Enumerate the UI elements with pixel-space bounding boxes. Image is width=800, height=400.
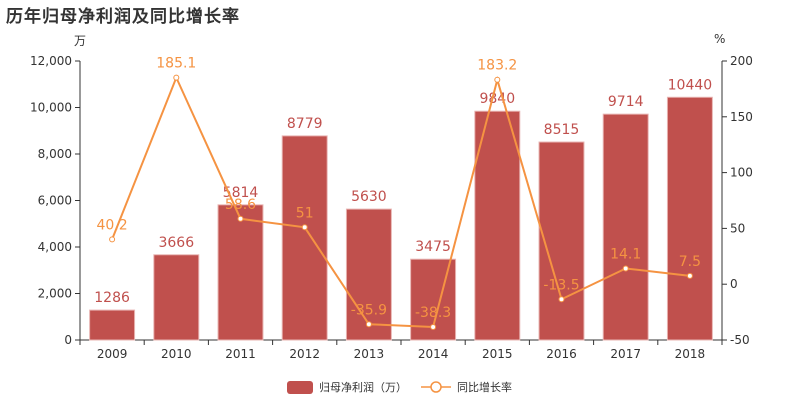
bar [602, 113, 649, 341]
growth-point [109, 236, 116, 243]
bar-value-label: 3666 [158, 235, 194, 251]
left-tick-label: 10,000 [30, 101, 72, 115]
legend: 归母净利润（万） 同比增长率 [287, 379, 512, 395]
legend-bar-label[interactable]: 归母净利润（万） [319, 381, 407, 394]
growth-point [686, 272, 693, 279]
bar-value-label: 9840 [479, 91, 515, 107]
growth-point [237, 215, 244, 222]
growth-value-label: 183.2 [477, 58, 517, 74]
bar-value-label: 5814 [223, 185, 259, 201]
left-axis-unit: 万 [74, 34, 87, 48]
growth-point [494, 76, 501, 83]
growth-value-label: 185.1 [156, 56, 196, 72]
right-tick-label: 200 [730, 54, 753, 68]
left-tick-label: 12,000 [30, 54, 72, 68]
growth-value-label: 7.5 [679, 254, 701, 270]
legend-bar-swatch[interactable] [287, 380, 313, 394]
bar-value-label: 3475 [415, 239, 451, 255]
bar [538, 141, 585, 341]
bar-value-label: 8515 [544, 122, 580, 138]
growth-value-label: 14.1 [610, 246, 641, 262]
bar-value-label: 9714 [608, 94, 644, 110]
growth-value-label: -35.9 [351, 302, 387, 318]
growth-value-label: 51 [296, 205, 314, 221]
x-tick-label: 2009 [97, 347, 128, 361]
left-tick-label: 2,000 [38, 287, 72, 301]
growth-value-label: -13.5 [543, 277, 579, 293]
right-tick-label: 150 [730, 110, 753, 124]
x-tick-label: 2011 [225, 347, 256, 361]
bar [345, 208, 392, 341]
x-tick-label: 2012 [289, 347, 320, 361]
x-tick-label: 2017 [610, 347, 641, 361]
x-tick-label: 2010 [161, 347, 192, 361]
growth-point [430, 323, 437, 330]
bar-value-label: 1286 [94, 290, 130, 306]
legend-line-icon[interactable] [421, 380, 451, 394]
x-tick-label: 2016 [546, 347, 577, 361]
x-tick-label: 2015 [482, 347, 513, 361]
bar [153, 254, 200, 341]
left-tick-label: 8,000 [38, 147, 72, 161]
growth-point [365, 321, 372, 328]
right-tick-label: 100 [730, 166, 753, 180]
left-tick-label: 0 [64, 333, 72, 347]
x-tick-label: 2018 [675, 347, 706, 361]
chart-title: 历年归母净利润及同比增长率 [6, 7, 240, 27]
growth-point [558, 296, 565, 303]
growth-value-label: 58.6 [225, 197, 256, 213]
growth-value-label: 40.2 [97, 217, 128, 233]
x-tick-label: 2014 [418, 347, 449, 361]
x-tick-label: 2013 [354, 347, 385, 361]
bar [89, 309, 136, 341]
right-tick-label: -50 [730, 333, 750, 347]
legend-line-label[interactable]: 同比增长率 [457, 381, 512, 394]
right-axis-unit: % [714, 32, 726, 46]
bar-value-label: 10440 [668, 77, 713, 93]
left-tick-label: 4,000 [38, 240, 72, 254]
bar [666, 96, 713, 341]
bar-value-label: 8779 [287, 116, 323, 132]
growth-point [173, 74, 180, 81]
growth-point [622, 265, 629, 272]
growth-point [301, 224, 308, 231]
right-tick-label: 0 [730, 277, 738, 291]
left-tick-label: 6,000 [38, 194, 72, 208]
bar-value-label: 5630 [351, 189, 387, 205]
bar [474, 110, 521, 341]
bar [281, 135, 328, 341]
growth-line [111, 75, 691, 328]
growth-value-label: -38.3 [415, 305, 451, 321]
right-tick-label: 50 [730, 221, 745, 235]
bar [217, 204, 264, 341]
